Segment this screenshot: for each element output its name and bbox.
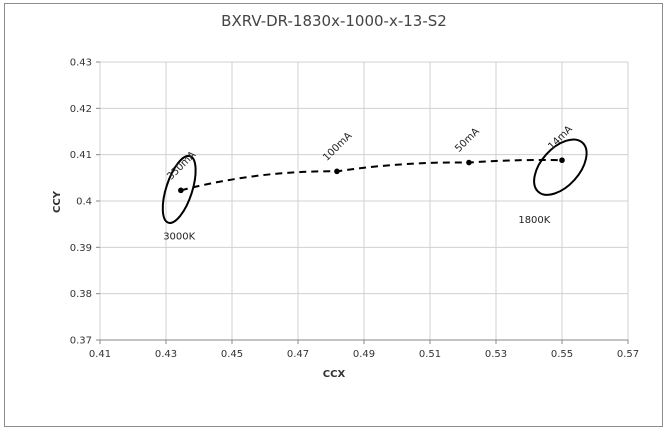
x-tick-label: 0.45: [221, 349, 243, 360]
x-tick-labels: 0.41 0.43 0.45 0.47 0.49 0.51 0.53 0.55 0.57: [89, 349, 639, 360]
data-point: [178, 188, 184, 194]
y-tick-label: 0.37: [70, 336, 92, 347]
x-tick-label: 0.47: [287, 349, 309, 360]
ellipses: 3000K 1800K: [156, 130, 597, 242]
x-tick-label: 0.41: [89, 349, 111, 360]
point-label: 50mA: [453, 126, 482, 155]
ellipse-label: 3000K: [163, 231, 195, 242]
y-tick-label: 0.43: [70, 58, 92, 69]
y-tick-label: 0.42: [70, 104, 92, 115]
x-tick-label: 0.43: [155, 349, 177, 360]
grid: [96, 62, 628, 344]
data-point: [559, 157, 565, 163]
y-tick-label: 0.4: [76, 197, 92, 208]
x-tick-label: 0.57: [617, 349, 639, 360]
x-tick-label: 0.51: [419, 349, 441, 360]
y-tick-label: 0.38: [70, 289, 92, 300]
chart-title: BXRV-DR-1830x-1000-x-13-S2: [221, 12, 447, 30]
y-tick-label: 0.39: [70, 243, 92, 254]
y-axis-title: CCY: [52, 190, 63, 213]
data-point: [466, 160, 472, 166]
point-label: 100mA: [321, 130, 354, 163]
series-line: [181, 160, 562, 190]
y-tick-labels: 0.37 0.38 0.39 0.4 0.41 0.42 0.43: [70, 58, 92, 347]
x-tick-label: 0.55: [551, 349, 573, 360]
y-tick-label: 0.41: [70, 150, 92, 161]
ellipse-label: 1800K: [518, 215, 550, 226]
point-label: 14mA: [546, 124, 575, 153]
x-tick-label: 0.53: [485, 349, 507, 360]
x-tick-label: 0.49: [353, 349, 375, 360]
x-axis-title: CCX: [323, 369, 346, 380]
data-point: [334, 169, 340, 175]
